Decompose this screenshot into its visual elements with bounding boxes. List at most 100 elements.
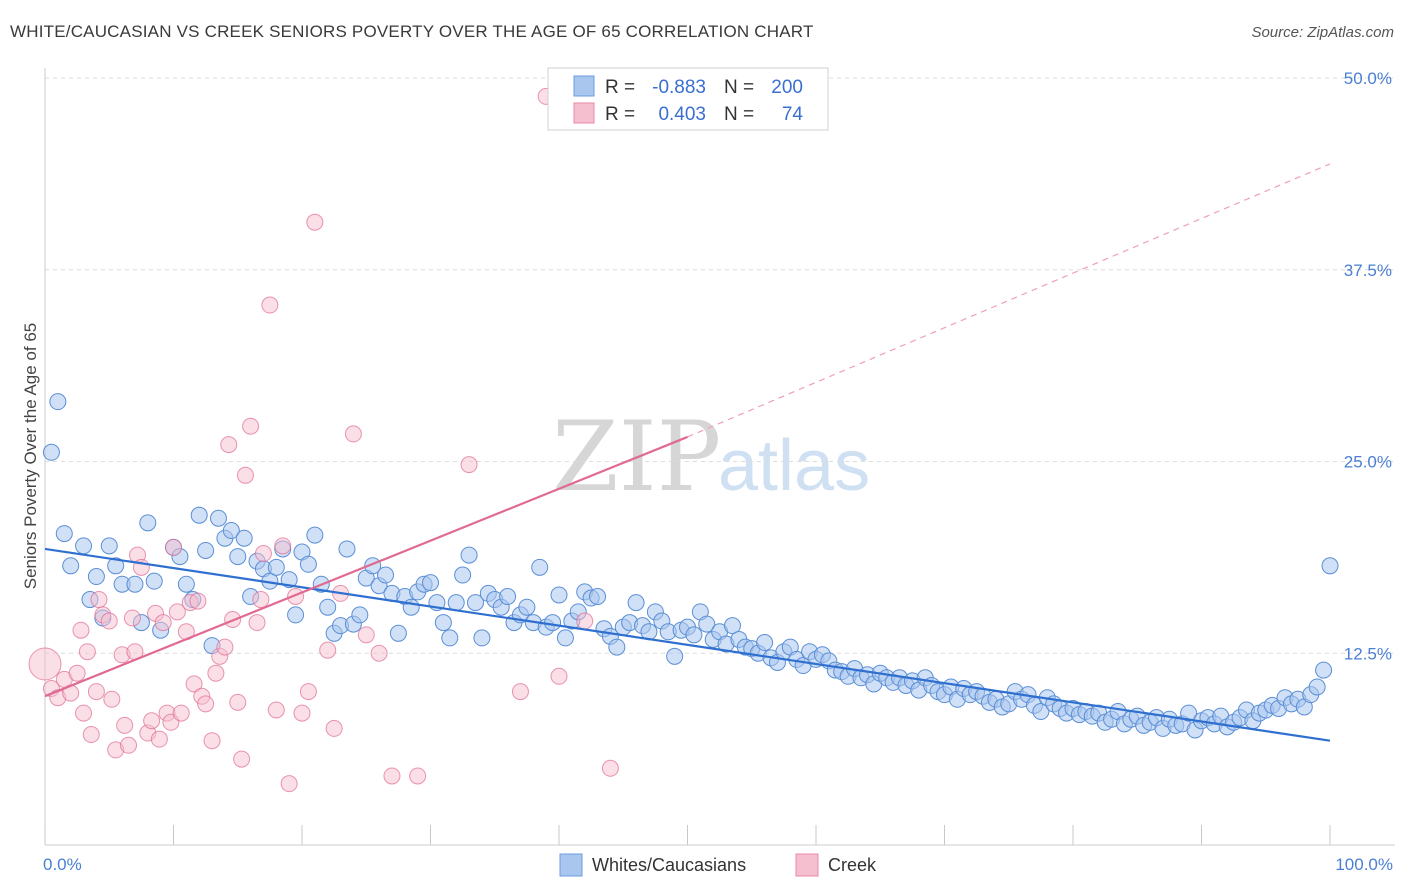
data-point-whites [287, 606, 305, 624]
data-point-creek [383, 767, 401, 785]
data-point-whites [550, 586, 568, 604]
data-point-whites [460, 546, 478, 564]
tick-labels: 12.5% 25.0% 37.5% 50.0% 0.0% 100.0% [43, 69, 1393, 874]
data-point-creek [254, 545, 272, 563]
data-point-whites [608, 638, 626, 656]
y-axis-label: Seniors Poverty Over the Age of 65 [21, 323, 40, 589]
data-point-whites [145, 572, 163, 590]
bottom-legend-label-pink: Creek [828, 855, 877, 875]
data-point-whites [466, 594, 484, 612]
trend-line-creek [44, 435, 688, 698]
data-point-whites [454, 566, 472, 584]
data-point-creek [207, 664, 225, 682]
legend-n-value-1: 200 [771, 77, 803, 98]
data-point-creek [550, 667, 568, 685]
data-point-whites [306, 526, 324, 544]
data-point-creek [172, 704, 190, 722]
data-point-creek [28, 647, 62, 681]
data-point-creek [233, 750, 251, 768]
data-point-whites [107, 557, 125, 575]
data-point-whites [666, 647, 684, 665]
legend-r-value-2: 0.403 [658, 104, 706, 125]
data-point-whites [100, 537, 118, 555]
data-point-whites [402, 598, 420, 616]
y-tick-label: 12.5% [1344, 644, 1392, 663]
data-point-creek [116, 716, 134, 734]
data-point-creek [123, 609, 141, 627]
correlation-legend: R = -0.883 N = 200 R = 0.403 N = 74 [547, 67, 829, 131]
series-whites-points [42, 393, 1339, 739]
data-point-creek [261, 296, 279, 314]
data-point-creek [78, 643, 96, 661]
data-point-creek [319, 641, 337, 659]
data-point-creek [236, 466, 254, 484]
legend-n-label-2: N = [724, 104, 754, 125]
data-point-whites [1308, 678, 1326, 696]
data-point-creek [72, 621, 90, 639]
data-point-whites [190, 506, 208, 524]
data-point-creek [460, 456, 478, 474]
data-point-creek [248, 614, 266, 632]
data-point-whites [756, 634, 774, 652]
data-point-whites [518, 598, 536, 616]
data-point-creek [185, 675, 203, 693]
data-point-whites [42, 443, 60, 461]
data-point-creek [82, 726, 100, 744]
bottom-legend-label-blue: Whites/Caucasians [592, 855, 746, 875]
source-credit: Source: ZipAtlas.com [1251, 24, 1394, 41]
legend-r-value-1: -0.883 [652, 77, 706, 98]
data-point-whites [55, 525, 73, 543]
trend-line-creek-extension [687, 163, 1331, 438]
bottom-legend-swatch-blue [559, 853, 583, 877]
data-point-creek [100, 612, 118, 630]
x-tick-label: 100.0% [1335, 855, 1393, 874]
data-point-creek [576, 612, 594, 630]
trend-lines [44, 163, 1331, 742]
y-tick-label: 25.0% [1344, 453, 1392, 472]
data-point-whites [338, 540, 356, 558]
data-point-creek [203, 732, 221, 750]
data-point-whites [1180, 704, 1198, 722]
data-point-whites [299, 555, 317, 573]
gridlines [45, 77, 1395, 654]
data-point-whites [351, 606, 369, 624]
bottom-legend-swatch-pink [795, 853, 819, 877]
data-point-creek [220, 436, 238, 454]
data-point-whites [698, 615, 716, 633]
legend-n-value-2: 74 [782, 104, 804, 125]
data-point-creek [103, 690, 121, 708]
data-point-whites [267, 558, 285, 576]
data-point-whites [229, 548, 247, 566]
data-point-creek [165, 538, 182, 556]
data-point-whites [126, 575, 144, 593]
legend-n-label-1: N = [724, 77, 754, 98]
legend-r-label-1: R = [605, 77, 635, 98]
data-point-creek [197, 695, 215, 713]
data-point-creek [511, 683, 529, 701]
data-point-creek [252, 591, 270, 609]
data-point-whites [280, 571, 298, 589]
data-point-creek [143, 712, 161, 730]
data-point-whites [441, 629, 459, 647]
data-point-whites [197, 541, 215, 559]
data-point-whites [544, 614, 562, 632]
data-point-creek [299, 683, 317, 701]
data-point-whites [235, 529, 253, 547]
data-point-creek [325, 719, 343, 737]
series-legend: Whites/Caucasians Creek [559, 853, 877, 877]
data-point-creek [409, 767, 427, 785]
data-point-creek [601, 759, 619, 777]
y-tick-label: 50.0% [1344, 69, 1392, 88]
data-point-whites [531, 558, 549, 576]
data-point-creek [216, 638, 234, 656]
legend-swatch-blue [573, 75, 595, 97]
data-point-whites [499, 587, 517, 605]
data-point-creek [120, 736, 138, 754]
legend-r-label-2: R = [605, 104, 635, 125]
data-point-creek [229, 693, 247, 711]
watermark-atlas: atlas [718, 426, 870, 506]
data-point-whites [75, 537, 93, 555]
data-point-whites [139, 514, 157, 532]
data-point-creek [370, 644, 388, 662]
